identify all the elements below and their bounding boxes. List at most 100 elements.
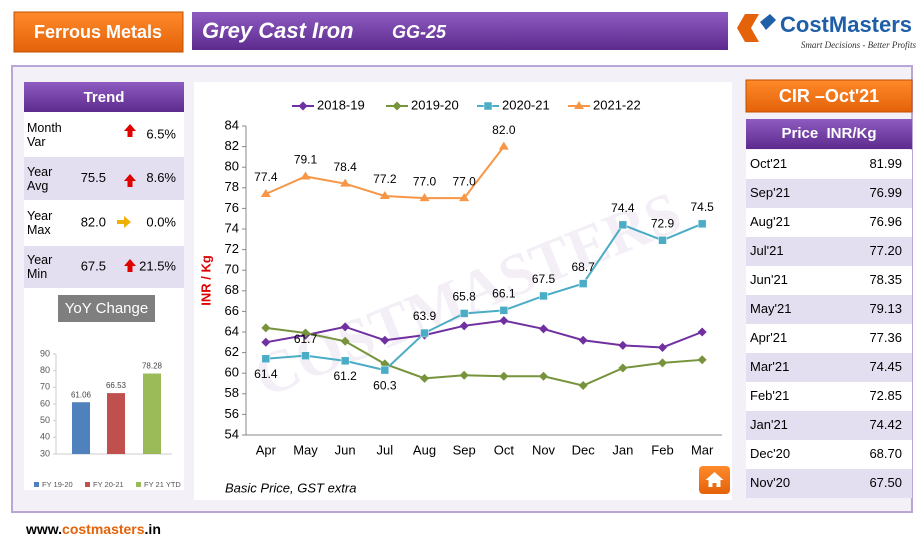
bar (107, 393, 125, 454)
data-label: 78.28 (142, 362, 163, 371)
legend-marker (574, 101, 584, 109)
price-value: 74.45 (869, 359, 902, 374)
y-tick-label: 80 (225, 159, 239, 174)
bar (143, 373, 161, 454)
data-label: 68.7 (571, 260, 595, 274)
point (578, 381, 588, 391)
data-label: 72.9 (651, 217, 675, 231)
y-tick-label: 54 (225, 426, 239, 441)
price-month: Mar'21 (750, 359, 789, 374)
title-box (192, 12, 728, 50)
trend-row-bg (24, 246, 184, 288)
yoy-title: YoY Change (65, 300, 148, 317)
report-box (745, 79, 913, 113)
price-table: Oct'21 81.99 Sep'21 76.99 Aug'21 76.96 Jul'21 7… (746, 150, 912, 498)
point (499, 306, 509, 315)
tagline: Smart Decisions - Better Profits (801, 40, 917, 50)
x-tick-label: Apr (256, 442, 277, 457)
price-value: 76.96 (869, 214, 902, 229)
website-part: costmasters (62, 521, 145, 537)
price-value: 72.85 (869, 388, 902, 403)
y-tick-label: 68 (225, 282, 239, 297)
price-value: 68.70 (869, 446, 902, 461)
legend-label: FY 21 YTD (144, 480, 181, 489)
data-label: 74.5 (690, 200, 714, 214)
chart-panel (194, 82, 732, 500)
price-header (746, 119, 912, 149)
point (419, 193, 430, 202)
arrow-up (124, 259, 136, 272)
trend-value: 67.5 (81, 258, 106, 273)
point (261, 354, 271, 364)
point (539, 371, 548, 381)
price-value: 77.36 (869, 330, 902, 345)
data-label: 79.1 (294, 153, 318, 167)
y-tick-label: 64 (225, 323, 239, 338)
series-line (265, 222, 703, 372)
trend-value: 82.0 (81, 214, 106, 229)
y-tick-label: 56 (225, 406, 239, 421)
y-tick-label: 30 (40, 448, 50, 458)
point (261, 337, 271, 347)
point (301, 351, 310, 360)
annotation: Basic Price, GST extra (225, 480, 356, 495)
point (340, 322, 350, 332)
point (301, 328, 310, 338)
price-row-bg (746, 382, 912, 411)
x-tick-label: Jun (335, 442, 356, 457)
x-tick-label: Mar (691, 442, 714, 457)
point (260, 188, 271, 197)
y-tick-label: 78 (225, 179, 239, 194)
x-tick-label: Oct (494, 442, 515, 457)
point (578, 279, 588, 288)
point (539, 291, 548, 301)
price-month: Sep'21 (750, 185, 790, 200)
point (459, 321, 469, 331)
price-row-bg (746, 179, 912, 208)
data-label: 60.3 (373, 378, 397, 392)
trend-label-box: Year Min (27, 253, 52, 281)
price-value: 78.35 (869, 272, 902, 287)
y-tick-label: 82 (225, 138, 239, 153)
home-icon (705, 472, 724, 487)
point (459, 309, 469, 318)
arrow-right (117, 216, 131, 228)
grade: GG-25 (392, 22, 447, 42)
price-month: Nov'20 (750, 475, 790, 490)
legend-swatch (136, 482, 141, 487)
data-label: 63.9 (413, 309, 437, 323)
y-tick-label: 50 (40, 415, 50, 425)
data-label: 61.2 (333, 369, 357, 383)
data-label: 78.4 (333, 160, 357, 174)
y-tick-label: 84 (225, 117, 239, 132)
category: Ferrous Metals (34, 22, 162, 42)
trend-header (24, 82, 184, 112)
data-label: 61.4 (254, 367, 278, 381)
price-row-bg (746, 295, 912, 324)
x-tick-label: Nov (532, 442, 556, 457)
y-tick-label: 80 (40, 365, 50, 375)
y-tick-label: 70 (40, 382, 50, 392)
price-month: Dec'20 (750, 446, 790, 461)
data-label: 61.7 (294, 332, 318, 346)
point (618, 220, 628, 230)
website: www.costmasters.in (25, 521, 161, 537)
trend-change: 21.5% (139, 258, 176, 273)
point (578, 335, 588, 345)
trend-table: Month Var 6.5% Year Avg 75.5 8.6% Year Max 82.… (24, 121, 184, 288)
data-label: 77.0 (452, 174, 476, 188)
y-tick-label: 66 (225, 303, 239, 318)
y-tick-label: 70 (225, 262, 239, 277)
trend-label: Month Var (27, 121, 62, 149)
x-tick-label: Jan (612, 442, 633, 457)
point (499, 371, 509, 381)
data-label: 77.4 (254, 170, 278, 184)
point (697, 355, 707, 365)
trend-row-bg (24, 157, 184, 200)
price-value: 74.42 (869, 417, 902, 432)
y-tick-label: 60 (40, 398, 50, 408)
price-month: Jan'21 (750, 417, 788, 432)
x-tick-label: Sep (453, 442, 476, 457)
price-row-bg (746, 440, 912, 469)
